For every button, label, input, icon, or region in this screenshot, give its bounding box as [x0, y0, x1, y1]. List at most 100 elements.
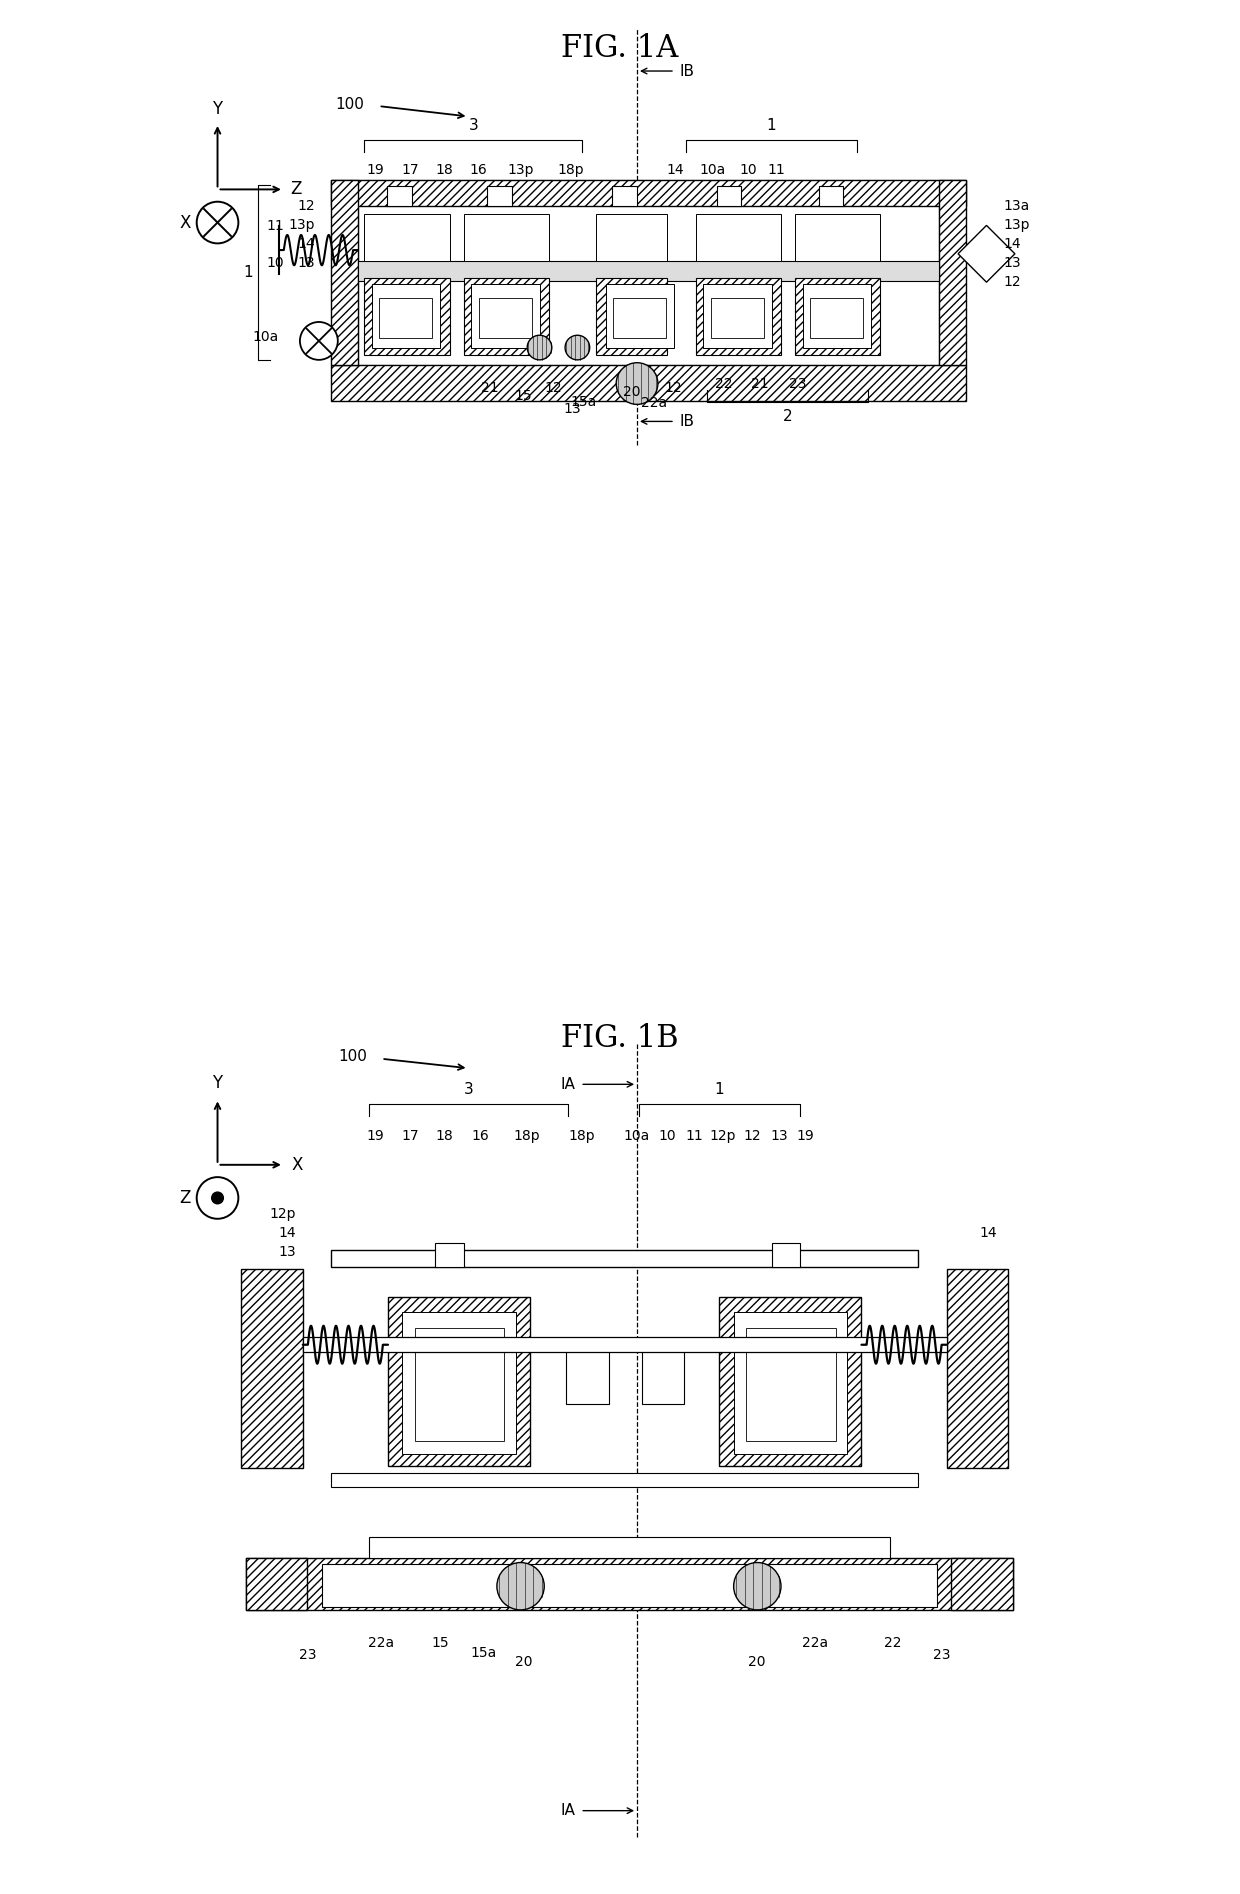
Polygon shape	[696, 214, 781, 261]
Polygon shape	[811, 299, 863, 337]
Polygon shape	[613, 186, 637, 206]
Text: 17: 17	[401, 163, 419, 178]
Text: 11: 11	[267, 220, 284, 233]
Text: 12: 12	[665, 381, 682, 396]
Text: 18: 18	[436, 1129, 454, 1144]
Circle shape	[212, 1191, 223, 1205]
Polygon shape	[365, 214, 450, 261]
Polygon shape	[703, 284, 771, 347]
Text: 14: 14	[980, 1225, 997, 1241]
Text: 20: 20	[622, 384, 640, 400]
Polygon shape	[959, 225, 1014, 282]
Circle shape	[300, 322, 337, 360]
Text: 20: 20	[515, 1655, 532, 1669]
Polygon shape	[696, 278, 781, 354]
Polygon shape	[464, 278, 549, 354]
Circle shape	[197, 201, 238, 242]
Text: Z: Z	[290, 180, 301, 199]
Polygon shape	[331, 180, 966, 206]
Text: X: X	[180, 214, 191, 231]
Text: 13p: 13p	[507, 163, 533, 178]
Polygon shape	[357, 261, 939, 282]
Text: 21: 21	[481, 381, 498, 396]
Text: 10a: 10a	[624, 1129, 650, 1144]
Text: 10a: 10a	[253, 330, 279, 345]
Text: 23: 23	[934, 1648, 951, 1663]
Text: 15a: 15a	[570, 394, 598, 409]
Text: 13: 13	[298, 256, 315, 271]
Polygon shape	[464, 214, 549, 261]
Text: 23: 23	[790, 377, 807, 392]
Text: 15: 15	[432, 1636, 449, 1650]
Text: Z: Z	[180, 1189, 191, 1206]
Polygon shape	[242, 1269, 303, 1468]
Text: 100: 100	[339, 1049, 367, 1064]
Polygon shape	[746, 1328, 836, 1441]
Polygon shape	[818, 186, 843, 206]
Text: Y: Y	[212, 1074, 223, 1091]
Polygon shape	[331, 1250, 919, 1267]
Text: 14: 14	[298, 237, 315, 252]
Text: 19: 19	[367, 1129, 384, 1144]
Text: 22a: 22a	[641, 396, 667, 411]
Polygon shape	[479, 299, 532, 337]
Text: IA: IA	[560, 1078, 575, 1091]
Text: 16: 16	[471, 1129, 489, 1144]
Text: 3: 3	[464, 1081, 474, 1097]
Text: 19: 19	[367, 163, 384, 178]
Polygon shape	[596, 278, 667, 354]
Text: 18p: 18p	[558, 163, 584, 178]
Text: 18p: 18p	[569, 1129, 595, 1144]
Text: 19: 19	[797, 1129, 815, 1144]
Polygon shape	[331, 364, 966, 402]
Text: 10: 10	[739, 163, 756, 178]
Text: 12: 12	[544, 381, 563, 396]
Polygon shape	[719, 1297, 862, 1466]
Text: 13: 13	[564, 402, 582, 417]
Text: 1: 1	[714, 1081, 724, 1097]
Text: 16: 16	[469, 163, 487, 178]
Text: 11: 11	[684, 1129, 703, 1144]
Text: 12p: 12p	[269, 1206, 296, 1222]
Polygon shape	[711, 299, 764, 337]
Text: 10a: 10a	[699, 163, 725, 178]
Polygon shape	[771, 1242, 800, 1267]
Text: 1: 1	[766, 117, 776, 133]
Polygon shape	[951, 1557, 1013, 1610]
Text: 12: 12	[1003, 275, 1022, 290]
Polygon shape	[596, 214, 667, 261]
Polygon shape	[471, 284, 539, 347]
Text: 12: 12	[744, 1129, 761, 1144]
Text: FIG. 1A: FIG. 1A	[562, 32, 678, 64]
Polygon shape	[365, 278, 450, 354]
Text: 22: 22	[884, 1636, 901, 1650]
Text: 15a: 15a	[470, 1646, 497, 1659]
Text: 12: 12	[298, 199, 315, 214]
Circle shape	[616, 364, 658, 405]
Polygon shape	[321, 1564, 937, 1606]
Polygon shape	[357, 180, 939, 364]
Polygon shape	[939, 180, 966, 364]
Polygon shape	[402, 1311, 516, 1455]
Text: IA: IA	[560, 1803, 575, 1818]
Text: 22: 22	[715, 377, 733, 392]
Text: 3: 3	[469, 117, 479, 133]
Circle shape	[497, 1563, 544, 1610]
Polygon shape	[795, 214, 880, 261]
Circle shape	[565, 335, 590, 360]
Polygon shape	[946, 1269, 1008, 1468]
Text: 1: 1	[243, 265, 253, 280]
Text: 23: 23	[299, 1648, 316, 1663]
Text: 14: 14	[666, 163, 683, 178]
Polygon shape	[614, 299, 666, 337]
Text: 12p: 12p	[709, 1129, 735, 1144]
Text: 18: 18	[436, 163, 454, 178]
Polygon shape	[379, 299, 433, 337]
Polygon shape	[414, 1328, 505, 1441]
Circle shape	[197, 1176, 238, 1220]
Text: 20: 20	[748, 1655, 765, 1669]
Text: FIG. 1B: FIG. 1B	[562, 1023, 678, 1053]
Text: 14: 14	[1003, 237, 1022, 252]
Polygon shape	[388, 1297, 529, 1466]
Polygon shape	[370, 1536, 890, 1557]
